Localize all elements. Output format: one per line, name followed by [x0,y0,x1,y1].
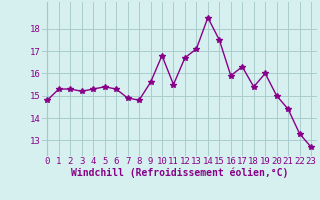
X-axis label: Windchill (Refroidissement éolien,°C): Windchill (Refroidissement éolien,°C) [70,168,288,178]
